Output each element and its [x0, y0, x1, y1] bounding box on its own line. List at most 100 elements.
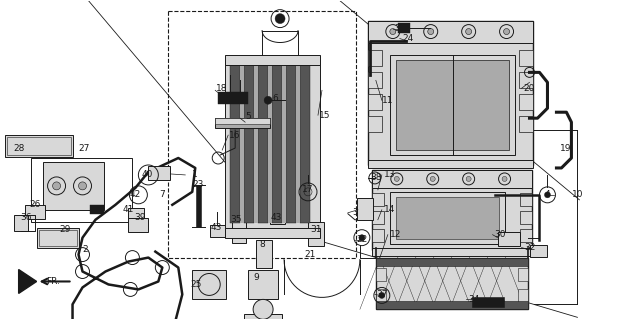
Circle shape — [430, 176, 435, 181]
Bar — [25, 205, 45, 219]
Bar — [5, 135, 73, 157]
Bar — [376, 258, 528, 309]
Circle shape — [502, 176, 507, 181]
Bar — [272, 65, 282, 223]
Text: 6: 6 — [272, 94, 278, 103]
Text: 39: 39 — [135, 213, 146, 222]
Bar — [38, 230, 76, 246]
Circle shape — [386, 25, 400, 38]
Circle shape — [394, 176, 399, 181]
Text: 38: 38 — [370, 173, 381, 182]
Circle shape — [359, 235, 365, 241]
Bar — [472, 297, 503, 307]
Bar — [376, 289, 386, 303]
Bar — [230, 65, 240, 223]
Bar — [148, 166, 171, 180]
Text: 43: 43 — [270, 213, 281, 222]
Bar — [518, 116, 533, 132]
Bar — [368, 20, 533, 43]
Circle shape — [466, 28, 472, 35]
Bar — [225, 55, 320, 65]
Text: 34: 34 — [468, 295, 479, 304]
Text: 11: 11 — [382, 96, 394, 105]
Bar — [376, 258, 528, 266]
Bar — [215, 118, 270, 128]
Circle shape — [463, 173, 475, 185]
Text: 8: 8 — [259, 240, 265, 249]
Text: 31: 31 — [310, 225, 322, 234]
Bar — [372, 211, 384, 224]
Text: 33: 33 — [394, 24, 405, 33]
Bar — [43, 162, 104, 210]
Bar — [520, 211, 531, 224]
Bar — [232, 215, 246, 243]
Circle shape — [253, 300, 273, 319]
Bar — [7, 137, 71, 155]
Bar — [128, 208, 144, 218]
Bar — [296, 65, 300, 223]
Text: 15: 15 — [319, 111, 330, 120]
Polygon shape — [19, 269, 37, 293]
Bar — [308, 222, 324, 246]
Bar — [256, 240, 272, 268]
Bar — [518, 289, 528, 303]
Bar — [529, 244, 547, 257]
Bar — [518, 72, 533, 88]
Bar — [518, 94, 533, 110]
Text: 5: 5 — [246, 112, 251, 121]
Circle shape — [275, 14, 285, 24]
Circle shape — [503, 28, 510, 35]
Circle shape — [53, 182, 61, 190]
Text: 3: 3 — [352, 208, 358, 217]
Bar — [520, 193, 531, 206]
Circle shape — [390, 28, 396, 35]
Text: 19: 19 — [560, 144, 571, 153]
Text: 30: 30 — [494, 230, 505, 239]
Bar — [372, 193, 384, 206]
Bar — [244, 314, 282, 320]
Text: 42: 42 — [130, 190, 141, 199]
Circle shape — [379, 292, 385, 298]
Text: 24: 24 — [402, 34, 414, 43]
Bar — [368, 51, 382, 67]
Circle shape — [428, 28, 434, 35]
Bar — [376, 268, 386, 282]
Text: 14: 14 — [384, 205, 396, 214]
Circle shape — [500, 25, 513, 38]
Text: 17: 17 — [303, 185, 314, 194]
Text: 22: 22 — [356, 235, 368, 244]
Bar — [240, 65, 244, 223]
Bar — [368, 72, 382, 88]
Bar — [372, 170, 531, 188]
Bar — [396, 197, 498, 239]
Circle shape — [423, 25, 438, 38]
Bar — [215, 118, 270, 124]
Bar — [368, 116, 382, 132]
Text: 32: 32 — [524, 243, 535, 252]
Bar — [368, 94, 382, 110]
Circle shape — [74, 177, 92, 195]
Text: 28: 28 — [13, 144, 24, 153]
Circle shape — [466, 176, 471, 181]
Bar — [128, 218, 148, 232]
Circle shape — [48, 177, 66, 195]
Bar — [286, 65, 296, 223]
Bar — [518, 268, 528, 282]
Bar — [192, 269, 226, 300]
Bar — [254, 65, 258, 223]
Text: 7: 7 — [159, 190, 165, 199]
Circle shape — [79, 182, 87, 190]
Bar — [258, 65, 268, 223]
Text: 12: 12 — [390, 230, 402, 239]
Bar — [390, 192, 505, 244]
Text: 25: 25 — [190, 280, 202, 289]
Bar — [197, 185, 202, 227]
Bar — [357, 198, 373, 220]
Bar — [372, 229, 384, 242]
Circle shape — [391, 173, 403, 185]
Bar — [268, 65, 272, 223]
Bar — [398, 23, 410, 33]
Circle shape — [498, 173, 510, 185]
Bar — [390, 55, 515, 155]
Text: 18: 18 — [216, 84, 228, 93]
